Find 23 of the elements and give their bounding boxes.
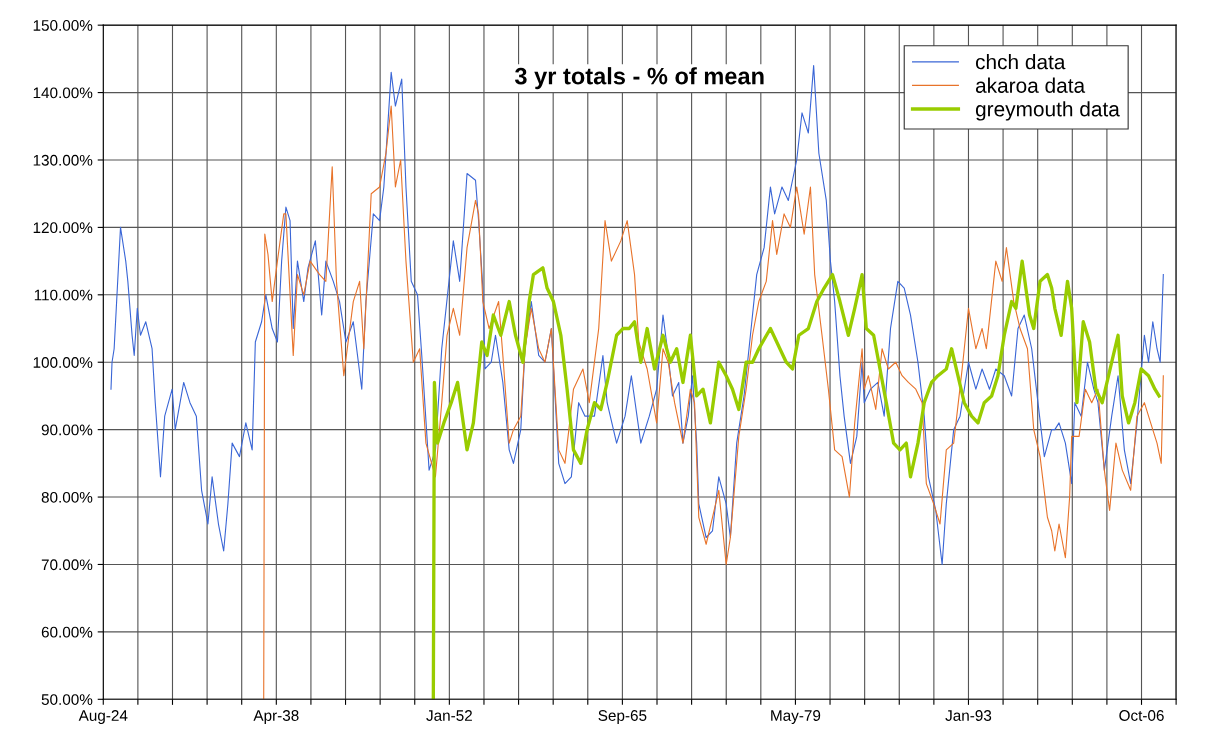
y-tick-label: 60.00% [41,626,93,638]
x-tick-label: Oct-06 [1119,710,1164,721]
legend-label: greymouth data [975,101,1120,121]
x-tick-label: Apr-38 [253,710,299,724]
text: 3 yr totals - % of mean [514,67,764,90]
y-tick-label: 150.00% [33,20,93,31]
y-tick-label: 120.00% [33,222,93,234]
y-tick-label: 90.00% [41,424,93,436]
x-tick-label: Jan-93 [945,710,992,721]
x-tick-label: May-79 [771,710,821,724]
y-tick-label: 100.00% [33,357,93,368]
legend-label: chch data [975,54,1066,70]
y-tick-label: 110.00% [34,289,93,301]
x-tick-label: Jan-52 [426,710,472,721]
legend-label: akaroa data [975,77,1086,93]
y-tick-label: 80.00% [41,491,93,503]
x-tick-label: Aug-24 [78,710,128,724]
x-tick-label: Sep-65 [598,710,647,724]
y-tick-label: 140.00% [33,87,93,99]
line-series [431,259,1161,700]
y-tick-label: 130.00% [33,154,93,166]
y-tick-label: 50.00% [41,694,93,705]
y-tick-label: 70.00% [41,559,93,571]
